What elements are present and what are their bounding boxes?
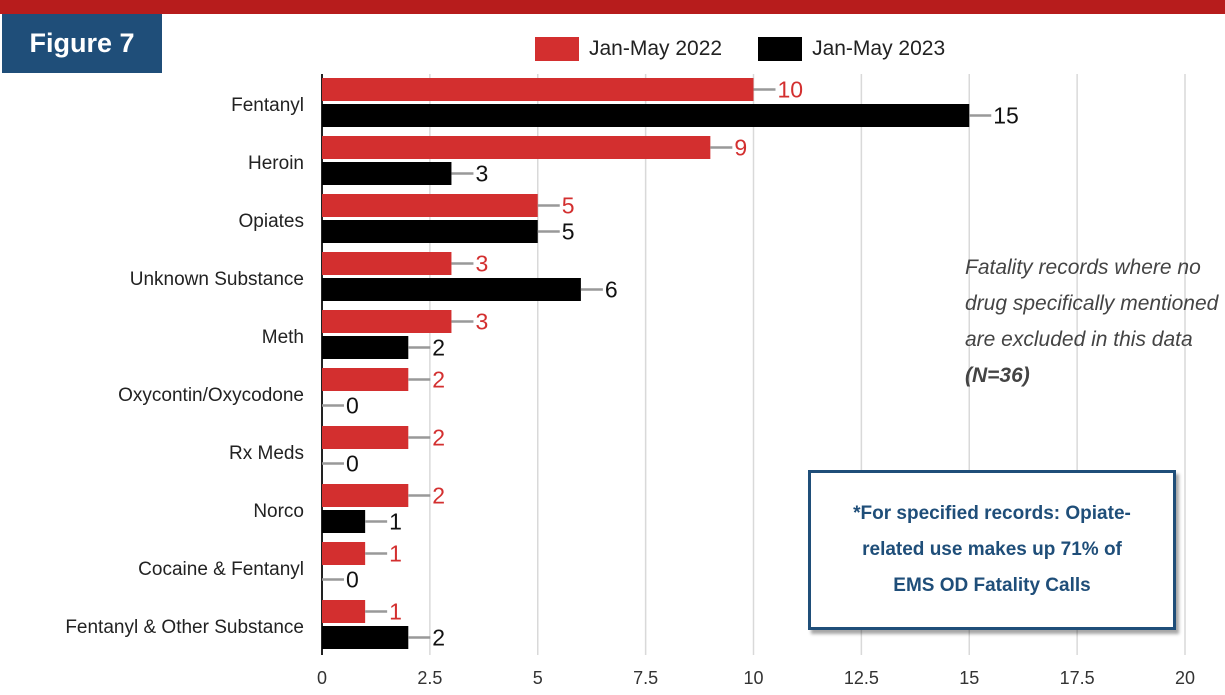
note-sample-size: (N=36) [965,364,1030,387]
figure-label: Figure 7 [2,14,162,73]
category-label: Cocaine & Fentanyl [138,559,304,580]
data-label: 6 [605,277,618,303]
bar [322,600,366,623]
bar [322,194,538,217]
legend-item-2022: Jan-May 2022 [535,37,722,61]
note-text: Fatality records where no drug specifica… [965,250,1220,394]
bar [322,336,409,359]
legend-label-2023: Jan-May 2023 [812,37,946,60]
bar [322,368,409,391]
data-label: 5 [562,193,575,219]
x-tick-label: 2.5 [417,668,442,688]
x-tick-label: 0 [317,668,327,688]
data-label: 2 [432,425,445,451]
x-tick-label: 5 [533,668,543,688]
bar [322,136,711,159]
data-label: 10 [778,77,804,103]
category-label: Fentanyl & Other Substance [65,617,304,638]
data-label: 1 [389,509,402,535]
x-tick-label: 7.5 [633,668,658,688]
data-label: 3 [475,161,488,187]
x-tick-label: 20 [1175,668,1195,688]
data-label: 0 [346,451,359,477]
top-accent-bar [0,0,1225,14]
legend-label-2022: Jan-May 2022 [589,37,723,60]
category-label: Norco [253,501,304,522]
data-label: 15 [993,103,1019,129]
legend-swatch-2023 [758,37,803,61]
data-label: 5 [562,219,575,245]
bar [322,162,452,185]
data-label: 1 [389,541,402,567]
x-tick-label: 12.5 [844,668,879,688]
data-label: 0 [346,567,359,593]
category-label: Rx Meds [229,443,304,464]
x-tick-label: 15 [959,668,979,688]
callout-text: *For specified records: Opiate-related u… [853,503,1131,596]
bar [322,78,754,101]
bar [322,310,452,333]
bar [322,104,970,127]
legend: Jan-May 2022 Jan-May 2023 [535,36,981,62]
callout-box: *For specified records: Opiate-related u… [808,470,1176,630]
data-label: 3 [475,251,488,277]
data-label: 1 [389,599,402,625]
data-label: 2 [432,625,445,651]
legend-item-2023: Jan-May 2023 [758,37,945,61]
note-body: Fatality records where no drug specifica… [965,256,1219,351]
category-label: Heroin [248,153,304,174]
bar [322,220,538,243]
data-label: 0 [346,393,359,419]
category-label: Unknown Substance [130,269,304,290]
data-label: 9 [734,135,747,161]
bar [322,252,452,275]
bar [322,484,409,507]
bar [322,626,409,649]
data-label: 2 [432,335,445,361]
data-label: 2 [432,367,445,393]
category-label: Opiates [239,211,304,232]
category-label: Meth [262,327,304,348]
data-label: 3 [475,309,488,335]
bar [322,426,409,449]
bar [322,278,581,301]
bar [322,510,366,533]
x-tick-label: 10 [743,668,763,688]
x-tick-label: 17.5 [1060,668,1095,688]
category-label: Fentanyl [231,95,304,116]
data-label: 2 [432,483,445,509]
legend-swatch-2022 [535,37,579,61]
bar [322,542,366,565]
category-label: Oxycontin/Oxycodone [118,385,304,406]
